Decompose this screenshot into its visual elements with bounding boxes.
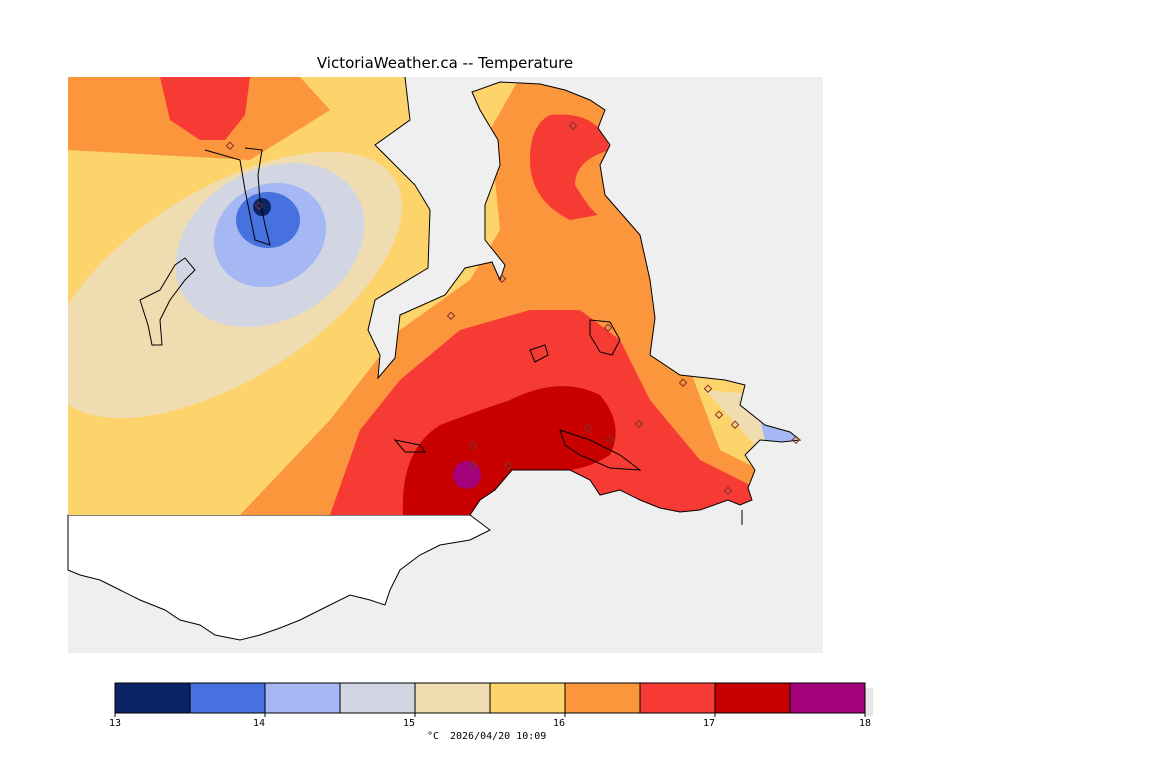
station-marker[interactable] xyxy=(254,201,264,210)
station-marker[interactable] xyxy=(723,486,733,495)
station-marker[interactable] xyxy=(497,274,507,283)
station-marker[interactable] xyxy=(468,461,478,470)
colorbar-swatch xyxy=(339,682,416,714)
station-marker[interactable] xyxy=(446,311,456,320)
colorbar-swatch xyxy=(714,682,791,714)
colorbar-tick-label: 18 xyxy=(859,718,871,729)
map-title: VictoriaWeather.ca -- Temperature xyxy=(316,54,574,72)
station-marker[interactable] xyxy=(678,378,688,387)
colorbar-tick-label: 15 xyxy=(403,718,415,729)
station-marker[interactable] xyxy=(503,461,513,470)
colorbar-swatch xyxy=(789,682,866,714)
station-marker[interactable] xyxy=(225,141,235,150)
colorbar-unit: °C xyxy=(427,731,439,742)
colorbar-swatch xyxy=(114,682,191,714)
colorbar-tick-label: 13 xyxy=(109,718,121,729)
station-marker[interactable] xyxy=(605,435,615,444)
colorbar-swatch xyxy=(564,682,641,714)
timestamp: 2026/04/20 10:09 xyxy=(450,731,546,742)
colorbar-tick-label: 17 xyxy=(703,718,715,729)
station-marker[interactable] xyxy=(568,121,578,130)
colorbar-swatch xyxy=(489,682,566,714)
station-marker[interactable] xyxy=(634,419,644,428)
south-land xyxy=(67,514,491,641)
colorbar-swatch xyxy=(639,682,716,714)
station-marker[interactable] xyxy=(703,384,713,393)
station-marker[interactable] xyxy=(730,420,740,429)
colorbar-swatch xyxy=(264,682,341,714)
station-marker[interactable] xyxy=(583,423,593,432)
colorbar-tick-label: 16 xyxy=(553,718,565,729)
coastlines xyxy=(139,76,802,525)
colorbar-swatch xyxy=(414,682,491,714)
station-marker[interactable] xyxy=(603,323,613,332)
colorbar: 13 14 15 16 17 18 °C 2026/04/20 10:09 xyxy=(109,682,873,742)
colorbar-tick-label: 14 xyxy=(253,718,265,729)
colorbar-swatch xyxy=(189,682,266,714)
station-markers xyxy=(225,121,801,495)
station-marker[interactable] xyxy=(468,441,478,450)
station-marker[interactable] xyxy=(714,410,724,419)
station-marker[interactable] xyxy=(791,435,801,444)
